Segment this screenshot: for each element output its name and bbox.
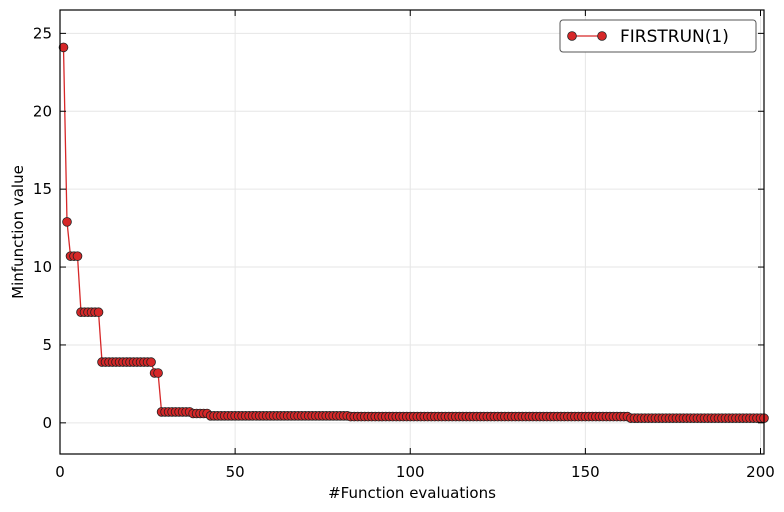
x-tick-label: 150 bbox=[571, 463, 600, 481]
legend-label: FIRSTRUN(1) bbox=[620, 27, 729, 47]
legend-box bbox=[559, 19, 757, 53]
series-layer bbox=[58, 42, 769, 423]
y-tick-label: 5 bbox=[42, 336, 52, 354]
x-axis-label: #Function evaluations bbox=[328, 484, 496, 502]
x-tick-label: 200 bbox=[746, 463, 775, 481]
x-tick-label: 0 bbox=[55, 463, 65, 481]
y-axis-label: Minfunction value bbox=[9, 165, 27, 299]
y-tick-label: 15 bbox=[33, 180, 52, 198]
data-point bbox=[146, 357, 156, 367]
legend-marker bbox=[597, 31, 607, 41]
data-point bbox=[62, 217, 72, 227]
plot-frame bbox=[59, 9, 765, 455]
x-tick-label: 100 bbox=[396, 463, 425, 481]
grid bbox=[59, 10, 764, 454]
data-point bbox=[93, 307, 104, 318]
axis-ticks: 0 50 100 150 200 0 5 10 15 20 25 bbox=[33, 10, 775, 481]
legend-marker bbox=[567, 31, 577, 41]
y-tick-label: 0 bbox=[42, 414, 52, 432]
data-point bbox=[153, 368, 163, 378]
legend: FIRSTRUN(1) bbox=[559, 19, 757, 53]
data-point bbox=[58, 42, 69, 53]
y-tick-label: 20 bbox=[33, 102, 52, 120]
data-point bbox=[72, 251, 83, 261]
x-tick-label: 50 bbox=[226, 463, 245, 481]
y-tick-label: 25 bbox=[33, 24, 52, 42]
y-tick-label: 10 bbox=[33, 258, 52, 276]
